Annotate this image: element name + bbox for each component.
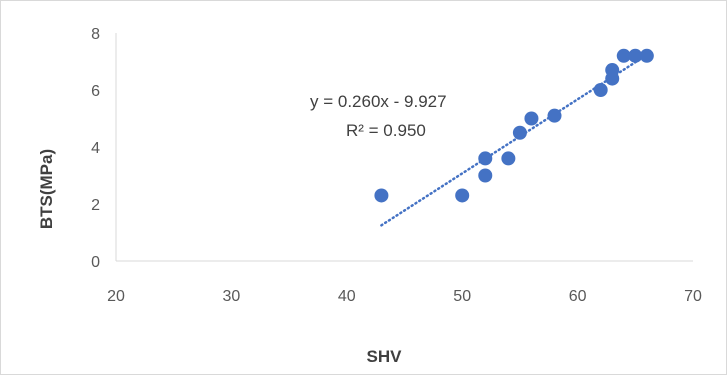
trendline-layer	[380, 53, 649, 227]
x-tick-label: 30	[223, 288, 241, 305]
data-point	[512, 125, 527, 140]
y-tick-label: 6	[91, 83, 100, 100]
x-tick-label: 70	[684, 288, 702, 305]
y-tick-label: 2	[91, 197, 100, 214]
data-point	[501, 151, 516, 166]
axes-layer: 0 2 4 6 8 20 30 40 50 60 70	[91, 26, 702, 305]
y-tick-label: 8	[91, 26, 100, 43]
data-point	[524, 111, 539, 126]
x-tick-label: 60	[569, 288, 587, 305]
points-layer	[374, 48, 654, 203]
data-point	[478, 151, 493, 166]
data-point	[628, 48, 643, 63]
x-axis-title: SHV	[367, 347, 403, 366]
x-tick-label: 50	[453, 288, 471, 305]
y-tick-label: 4	[91, 140, 100, 157]
data-point	[374, 188, 389, 203]
data-point	[593, 83, 608, 97]
data-point	[455, 188, 470, 203]
y-axis-title: BTS(MPa)	[37, 149, 56, 229]
data-point	[478, 168, 493, 183]
data-point	[616, 48, 631, 63]
trendline	[380, 53, 649, 227]
x-tick-label: 20	[107, 288, 125, 305]
data-point	[605, 63, 620, 78]
trendline-r2: R² = 0.950	[346, 121, 426, 140]
trendline-equation: y = 0.260x - 9.927	[310, 92, 447, 111]
data-point	[639, 48, 654, 63]
x-tick-label: 40	[338, 288, 356, 305]
y-tick-label: 0	[91, 254, 100, 271]
data-point	[547, 108, 562, 123]
